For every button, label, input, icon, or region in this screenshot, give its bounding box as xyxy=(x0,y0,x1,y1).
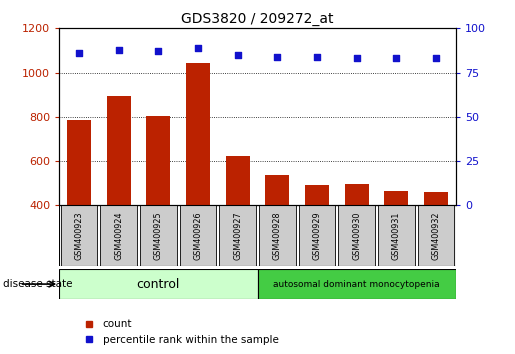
Bar xyxy=(338,205,375,266)
Bar xyxy=(186,63,210,205)
Legend: count, percentile rank within the sample: count, percentile rank within the sample xyxy=(75,315,283,349)
Text: GSM400929: GSM400929 xyxy=(313,211,321,260)
Bar xyxy=(345,184,369,205)
Text: GSM400932: GSM400932 xyxy=(432,211,440,260)
Text: GSM400925: GSM400925 xyxy=(154,211,163,260)
Point xyxy=(75,50,83,56)
Text: GSM400930: GSM400930 xyxy=(352,211,361,259)
Text: control: control xyxy=(136,278,180,291)
Point xyxy=(233,52,242,58)
Bar xyxy=(258,269,456,299)
Bar xyxy=(100,205,137,266)
Text: autosomal dominant monocytopenia: autosomal dominant monocytopenia xyxy=(273,280,440,289)
Bar xyxy=(219,205,256,266)
Point xyxy=(154,48,162,54)
Text: GSM400923: GSM400923 xyxy=(75,211,83,260)
Title: GDS3820 / 209272_at: GDS3820 / 209272_at xyxy=(181,12,334,26)
Text: GSM400928: GSM400928 xyxy=(273,211,282,260)
Bar xyxy=(378,205,415,266)
Bar xyxy=(299,205,335,266)
Bar xyxy=(61,205,97,266)
Bar xyxy=(424,192,448,205)
Bar xyxy=(305,185,329,205)
Text: GSM400926: GSM400926 xyxy=(194,211,202,260)
Text: disease state: disease state xyxy=(3,279,72,289)
Point xyxy=(432,56,440,61)
Bar xyxy=(67,120,91,205)
Point xyxy=(194,45,202,51)
Point xyxy=(313,54,321,59)
Point xyxy=(273,54,281,59)
Bar xyxy=(140,205,177,266)
Text: GSM400931: GSM400931 xyxy=(392,211,401,259)
Bar xyxy=(418,205,454,266)
Bar xyxy=(226,155,250,205)
Bar xyxy=(265,176,289,205)
Bar xyxy=(146,116,170,205)
Bar xyxy=(59,269,258,299)
Text: GSM400927: GSM400927 xyxy=(233,211,242,260)
Point xyxy=(114,47,123,52)
Text: GSM400924: GSM400924 xyxy=(114,211,123,260)
Point xyxy=(392,56,401,61)
Bar xyxy=(259,205,296,266)
Bar xyxy=(180,205,216,266)
Point xyxy=(352,56,360,61)
Bar xyxy=(107,96,131,205)
Bar xyxy=(384,191,408,205)
